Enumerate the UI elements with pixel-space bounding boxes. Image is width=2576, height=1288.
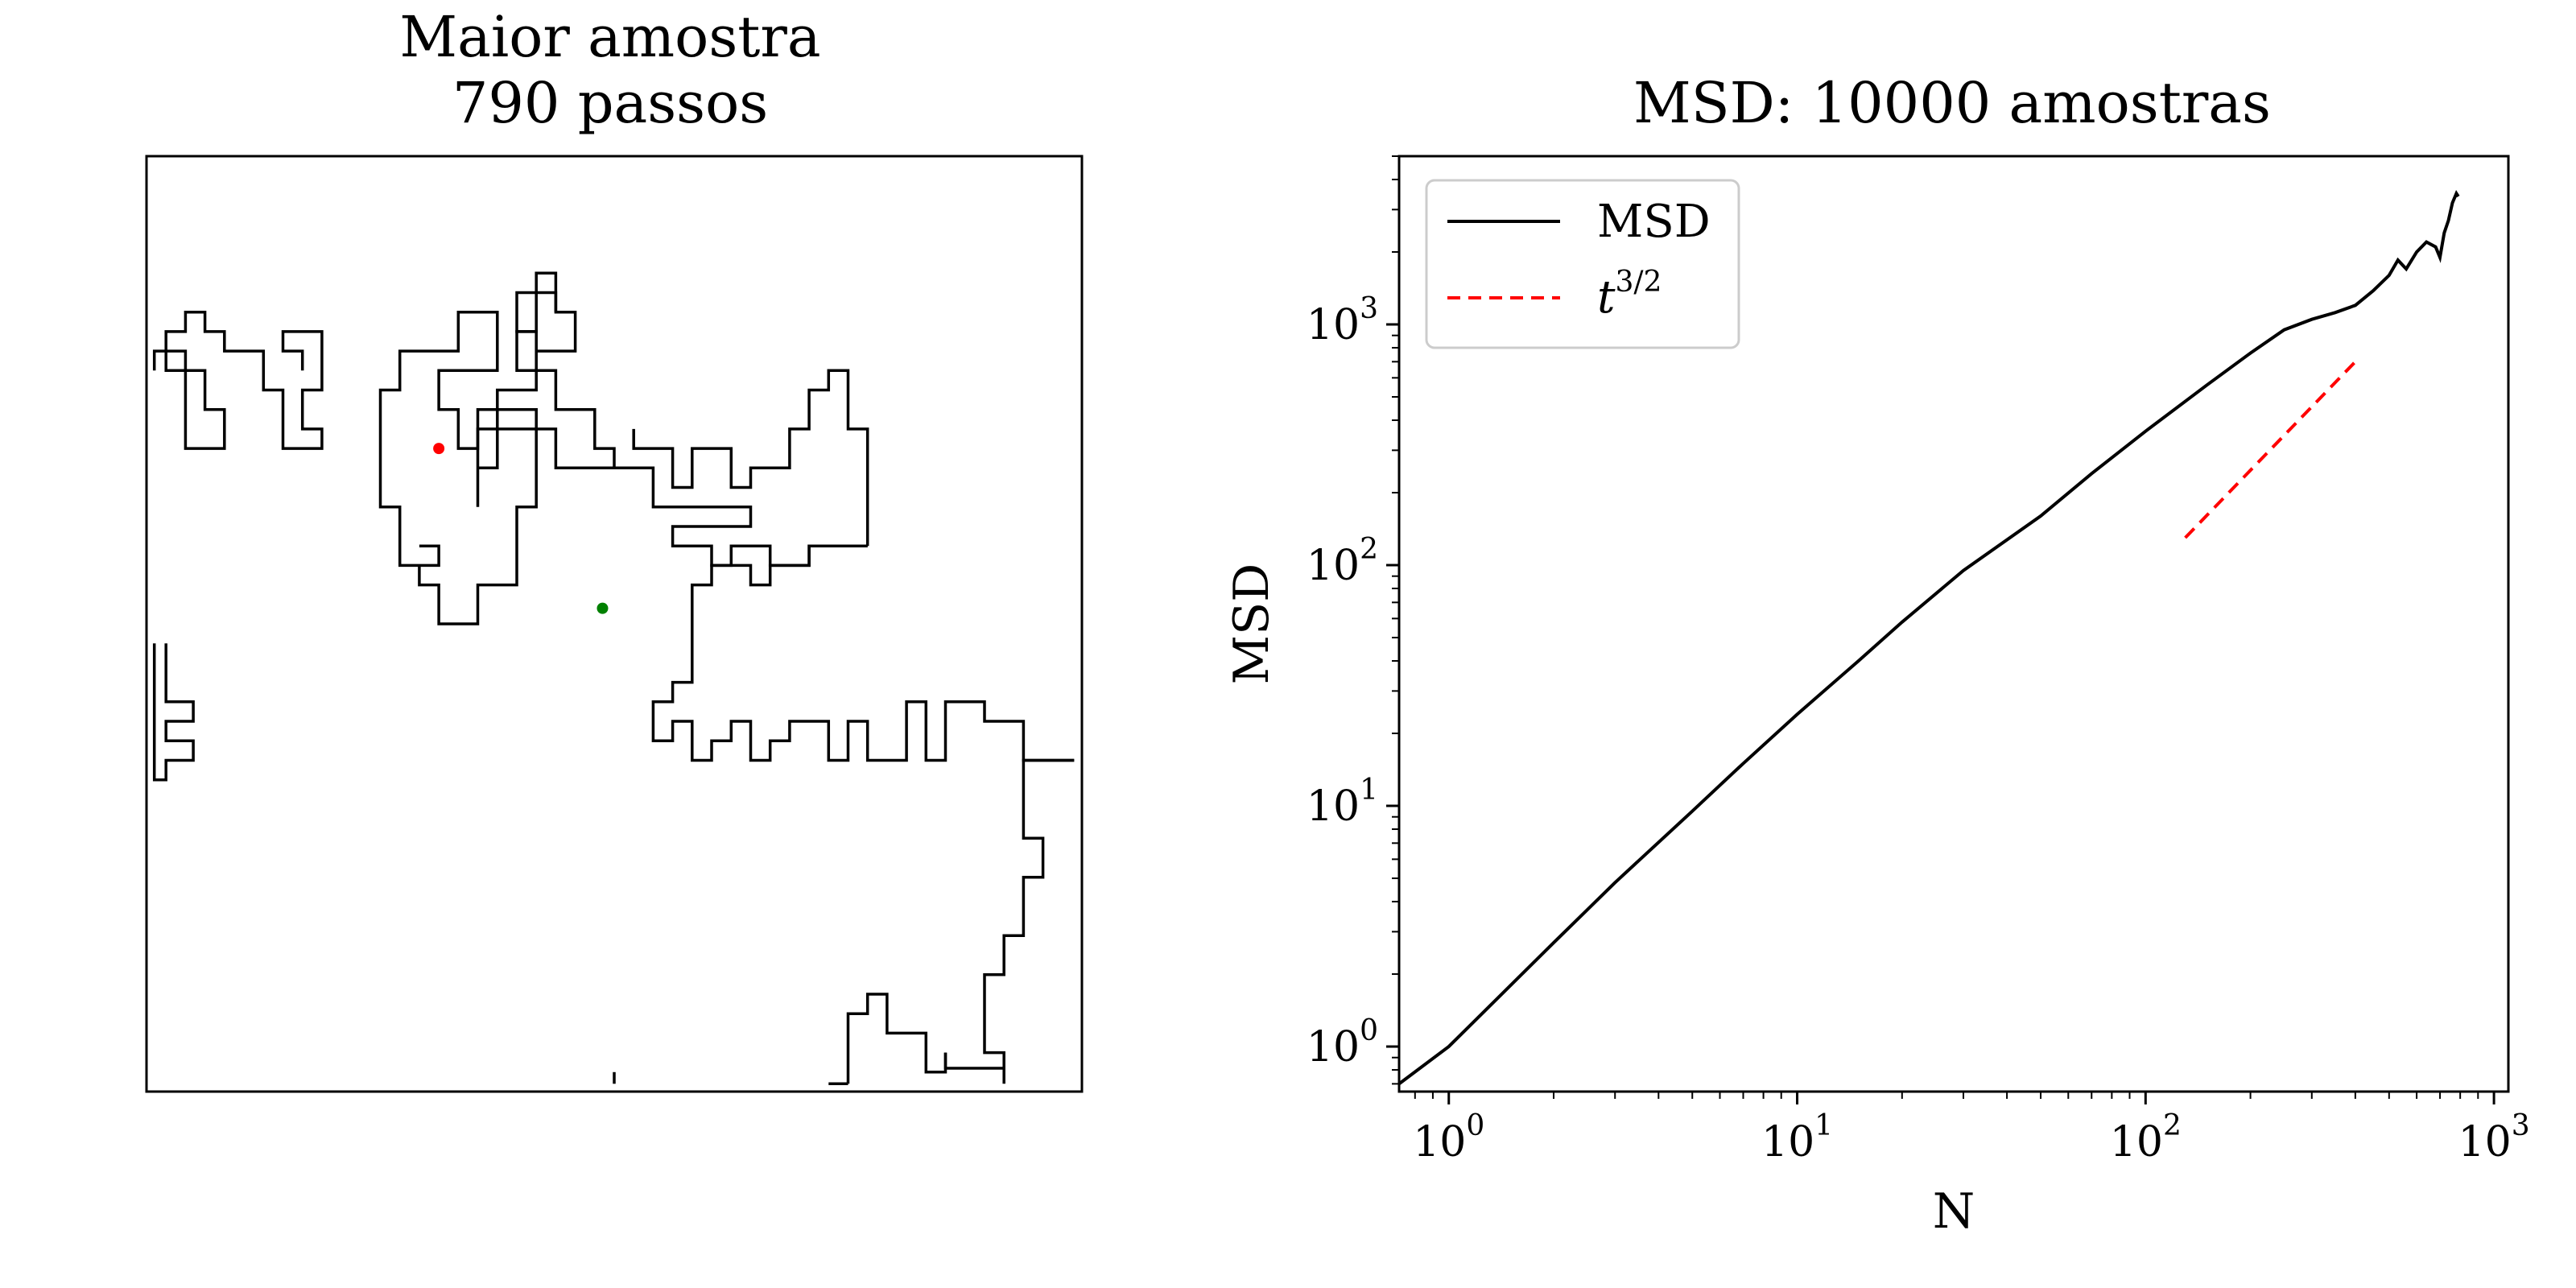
walk-segment: [515, 271, 616, 469]
start-marker: [433, 443, 445, 455]
legend-label-msd: MSD: [1597, 196, 1711, 248]
walk-segment: [632, 369, 869, 547]
walk-segment: [943, 758, 1075, 1084]
walk-segment: [651, 544, 1075, 762]
walk-paths: [152, 271, 1075, 1086]
msd-frame: [1397, 155, 2510, 1093]
y-tick-label: 103: [1307, 292, 1378, 349]
walk-frame: [145, 155, 1084, 1093]
walk-segment: [152, 643, 195, 782]
x-axis-ticks: 100 101 102 103: [1413, 1092, 2530, 1166]
walk-segment: [846, 993, 947, 1084]
walk-panel: Maior amostra 790 passos: [145, 4, 1084, 1093]
x-tick-label: 102: [2110, 1109, 2182, 1166]
series-msd-line: [1397, 189, 2460, 1085]
y-tick-label: 100: [1307, 1014, 1378, 1071]
msd-title: MSD: 10000 amostras: [1633, 70, 2271, 136]
msd-series: [1397, 189, 2460, 1085]
y-tick-label: 102: [1307, 533, 1378, 590]
legend: MSD t3/2: [1425, 179, 1740, 349]
legend-label-t32-base: t: [1597, 271, 1616, 324]
walk-title-line1: Maior amostra: [399, 4, 820, 70]
x-axis-label: N: [1933, 1183, 1975, 1240]
walk-segment: [476, 291, 868, 568]
walk-segment: [378, 310, 538, 625]
walk-segment: [152, 310, 324, 450]
walk-title-line2: 790 passos: [452, 70, 768, 136]
x-tick-label: 103: [2458, 1109, 2530, 1166]
y-tick-label: 101: [1307, 774, 1378, 831]
y-axis-label: MSD: [1224, 564, 1280, 685]
x-tick-label: 101: [1761, 1109, 1833, 1166]
legend-label-t32: t3/2: [1597, 266, 1662, 324]
x-tick-label: 100: [1413, 1109, 1484, 1166]
msd-panel: MSD: 10000 amostras 100 101 102 103 1001011…: [1224, 70, 2530, 1240]
y-axis-ticks: 100 101 102 103: [1307, 155, 1399, 1085]
end-marker: [597, 602, 609, 614]
walk-markers: [433, 443, 609, 614]
legend-label-t32-exp: 3/2: [1616, 266, 1662, 299]
